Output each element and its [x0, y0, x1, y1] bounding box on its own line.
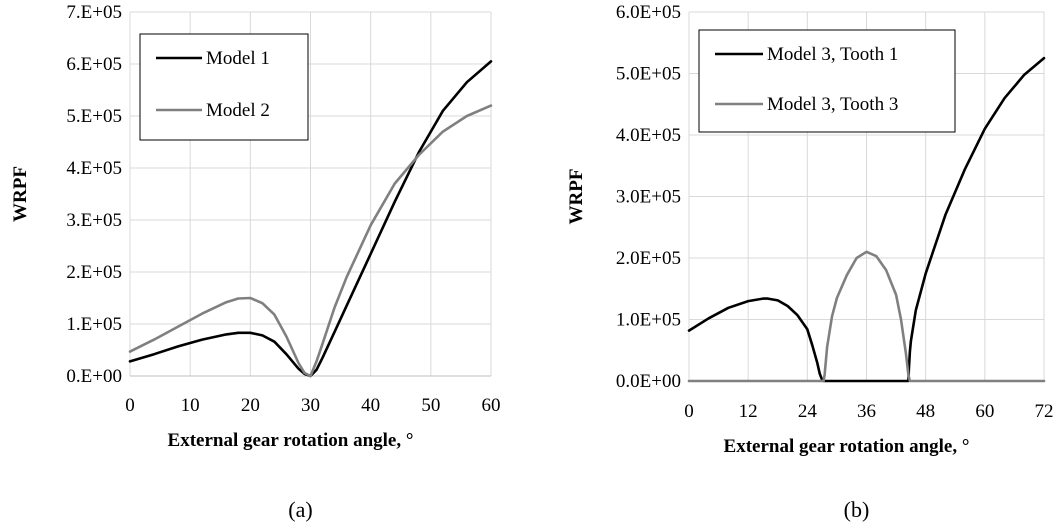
- chart-panel-a: 0.E+00 1.E+05 2.E+05 3.E+05 4.E+05 5.E+05 6.E+…: [10, 2, 501, 522]
- y-tick-label: 6.0E+05: [616, 2, 681, 23]
- y-tick-label: 5.E+05: [66, 106, 122, 127]
- y-axis-title: WRPF: [566, 169, 587, 225]
- x-tick-label: 72: [1035, 401, 1054, 422]
- series-line-model-2: [128, 104, 493, 378]
- y-tick-label: 4.E+05: [66, 158, 122, 179]
- y-tick-label: 1.E+05: [66, 314, 122, 335]
- legend-label: Model 1: [206, 48, 270, 69]
- y-tick-label: 2.E+05: [66, 262, 122, 283]
- y-tick-label: 5.0E+05: [616, 64, 681, 85]
- x-tick-label: 24: [798, 401, 818, 422]
- legend-label: Model 3, Tooth 3: [767, 94, 898, 115]
- chart-panel-b: 0.0E+00 1.0E+05 2.0E+05 3.0E+05 4.0E+05 5.0E+…: [566, 2, 1054, 522]
- x-tick-label: 0: [684, 401, 694, 422]
- legend-label: Model 2: [206, 100, 270, 121]
- y-tick-label: 3.0E+05: [616, 187, 681, 208]
- x-tick-label: 0: [125, 395, 135, 416]
- x-tick-label: 10: [181, 395, 200, 416]
- legend: Model 1 Model 2: [139, 33, 309, 141]
- y-tick-label: 3.E+05: [66, 210, 122, 231]
- legend-label: Model 3, Tooth 1: [767, 44, 898, 65]
- legend-box: [139, 33, 309, 141]
- y-tick-label: 7.E+05: [66, 2, 122, 23]
- panel-label: (a): [288, 497, 312, 522]
- y-tick-label: 0.E+00: [66, 366, 122, 387]
- y-axis-title: WRPF: [10, 166, 31, 222]
- x-axis-title: External gear rotation angle, °: [168, 430, 414, 451]
- y-tick-label: 0.0E+00: [616, 371, 681, 392]
- legend: Model 3, Tooth 1 Model 3, Tooth 3: [698, 29, 956, 133]
- y-tick-label: 2.0E+05: [616, 248, 681, 269]
- x-tick-label: 60: [975, 401, 994, 422]
- legend-box: [698, 29, 956, 133]
- x-tick-label: 48: [916, 401, 935, 422]
- x-tick-label: 50: [421, 395, 440, 416]
- series-line-model-3-tooth-3: [687, 250, 1046, 383]
- panel-label: (b): [844, 497, 870, 522]
- x-tick-label: 60: [482, 395, 501, 416]
- y-tick-label: 4.0E+05: [616, 125, 681, 146]
- x-tick-label: 20: [241, 395, 260, 416]
- x-tick-label: 30: [301, 395, 320, 416]
- x-tick-label: 36: [857, 401, 876, 422]
- x-axis-title: External gear rotation angle, °: [724, 436, 970, 457]
- y-tick-label: 1.0E+05: [616, 310, 681, 331]
- x-tick-label: 40: [361, 395, 380, 416]
- x-tick-label: 12: [739, 401, 758, 422]
- y-tick-label: 6.E+05: [66, 54, 122, 75]
